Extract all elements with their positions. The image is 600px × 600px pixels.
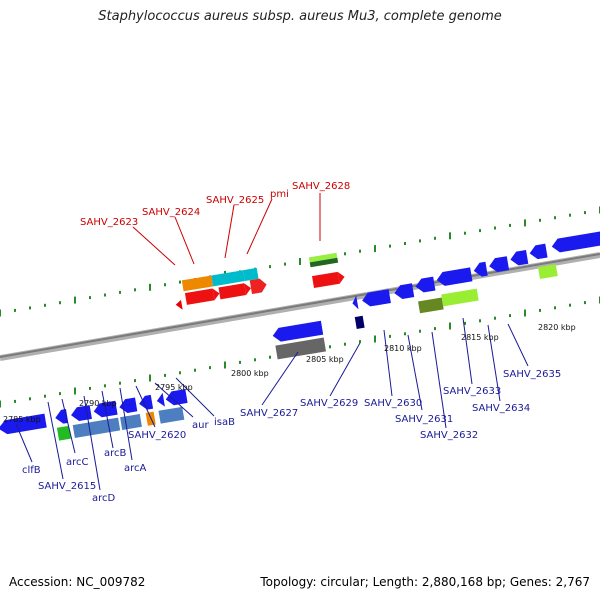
gene-sahv-2623[interactable] (175, 299, 183, 311)
gene-sahv-2628-b[interactable] (309, 257, 339, 268)
gene-aur[interactable] (165, 389, 188, 406)
gene-arcA[interactable] (138, 394, 154, 411)
gene-label-sahv-2627[interactable]: SAHV_2627 (240, 408, 298, 419)
gene-sahv-2623-rna[interactable] (181, 275, 214, 292)
gene-sahv-2625-rna[interactable] (242, 267, 259, 282)
scale-label-2805: 2805 kbp (306, 355, 344, 364)
gene-sahv-2632-rna[interactable] (441, 288, 479, 307)
gene-sahv-2635-b[interactable] (509, 249, 529, 267)
scale-label-2820: 2820 kbp (538, 323, 576, 332)
gene-sahv-2631[interactable] (393, 283, 415, 300)
gene-label-clfB[interactable]: clfB (22, 465, 41, 476)
gene-label-aur[interactable]: aur (192, 420, 209, 431)
gene-sahv-2628-c[interactable] (312, 271, 340, 288)
gene-label-sahv-2624[interactable]: SAHV_2624 (142, 207, 200, 218)
leader-lines-bottom (15, 317, 529, 491)
gene-label-pmi[interactable]: pmi (270, 189, 289, 200)
gene-label-sahv-2630[interactable]: SAHV_2630 (364, 398, 422, 409)
gene-sahv-2630[interactable] (361, 289, 391, 307)
gene-label-sahv-2631[interactable]: SAHV_2631 (395, 414, 453, 425)
gene-clfB-rna[interactable] (56, 425, 71, 441)
gene-label-arcC[interactable]: arcC (66, 457, 89, 468)
gene-sahv-2628-tip (337, 271, 345, 284)
gene-sahv-2627-rna[interactable] (275, 337, 327, 360)
gene-label-sahv-2629[interactable]: SAHV_2629 (300, 398, 358, 409)
gene-label-sahv-2620[interactable]: SAHV_2620 (128, 430, 186, 441)
scale-label-group: 2785 kbp 2790 kbp 2795 kbp 2800 kbp 2805… (3, 323, 576, 424)
gene-sahv-2620-arrow[interactable] (156, 392, 165, 408)
leader-lines-top (132, 193, 321, 266)
scale-label-2810: 2810 kbp (384, 344, 422, 353)
gene-sahv-2631-rna[interactable] (418, 297, 444, 314)
gene-labels-bottom: clfB SAHV_2615 arcC arcD arcB arcA SAHV_… (22, 369, 561, 504)
gene-sahv-2635-c[interactable] (528, 243, 548, 261)
feature-group-forward (175, 252, 345, 311)
gene-label-sahv-2632[interactable]: SAHV_2632 (420, 430, 478, 441)
gene-sahv-2625[interactable] (218, 283, 247, 300)
gene-label-isaB[interactable]: isaB (214, 417, 235, 428)
gene-sahv-2624-tip (212, 288, 220, 301)
scale-label-2815: 2815 kbp (461, 333, 499, 342)
gene-labels-top: SAHV_2623 SAHV_2624 SAHV_2625 pmi SAHV_2… (80, 181, 350, 228)
gene-clfB[interactable] (0, 413, 47, 436)
gene-sahv-2635-a[interactable] (488, 256, 510, 273)
map-title: Staphylococcus aureus subsp. aureus Mu3,… (98, 9, 502, 24)
gene-label-sahv-2635[interactable]: SAHV_2635 (503, 369, 561, 380)
gene-label-arcA[interactable]: arcA (124, 463, 147, 474)
scale-label-2790: 2790 kbp (79, 399, 117, 408)
gene-sahv-2632[interactable] (414, 276, 436, 294)
gene-sahv-2635-rna[interactable] (538, 264, 558, 280)
gene-sahv-2634[interactable] (473, 261, 488, 278)
scale-label-2785: 2785 kbp (3, 415, 41, 424)
gene-label-sahv-2623[interactable]: SAHV_2623 (80, 217, 138, 228)
gene-label-arcB[interactable]: arcB (104, 448, 127, 459)
gene-label-sahv-2625[interactable]: SAHV_2625 (206, 195, 264, 206)
gene-sahv-2633[interactable] (436, 267, 473, 287)
gene-sahv-2620-rna[interactable] (158, 406, 185, 424)
gene-label-sahv-2615[interactable]: SAHV_2615 (38, 481, 96, 492)
gene-label-sahv-2634[interactable]: SAHV_2634 (472, 403, 530, 414)
gene-label-sahv-2628[interactable]: SAHV_2628 (292, 181, 350, 192)
gene-sahv-2625-tip (244, 283, 252, 296)
gene-pmi[interactable] (249, 278, 268, 295)
gene-sahv-2628-a[interactable] (308, 252, 338, 263)
genome-summary: Topology: circular; Length: 2,880,168 bp… (260, 575, 590, 589)
gene-sahv-2636[interactable] (551, 231, 600, 253)
gene-label-arcD[interactable]: arcD (92, 493, 116, 504)
gene-label-sahv-2633[interactable]: SAHV_2633 (443, 386, 501, 397)
gene-sahv-2629[interactable] (351, 295, 359, 311)
scale-label-2795: 2795 kbp (155, 383, 193, 392)
accession-label: Accession: NC_009782 (9, 575, 146, 589)
feature-group-reverse (0, 231, 600, 441)
gene-sahv-2624[interactable] (184, 288, 215, 305)
gene-sahv-2624-rna[interactable] (211, 270, 245, 287)
gene-sahv-2629-rna[interactable] (354, 315, 365, 329)
gene-arcB[interactable] (118, 397, 138, 415)
gene-arcB-rna[interactable] (120, 413, 142, 431)
scale-label-2800: 2800 kbp (231, 369, 269, 378)
gene-sahv-2627[interactable] (272, 320, 324, 343)
